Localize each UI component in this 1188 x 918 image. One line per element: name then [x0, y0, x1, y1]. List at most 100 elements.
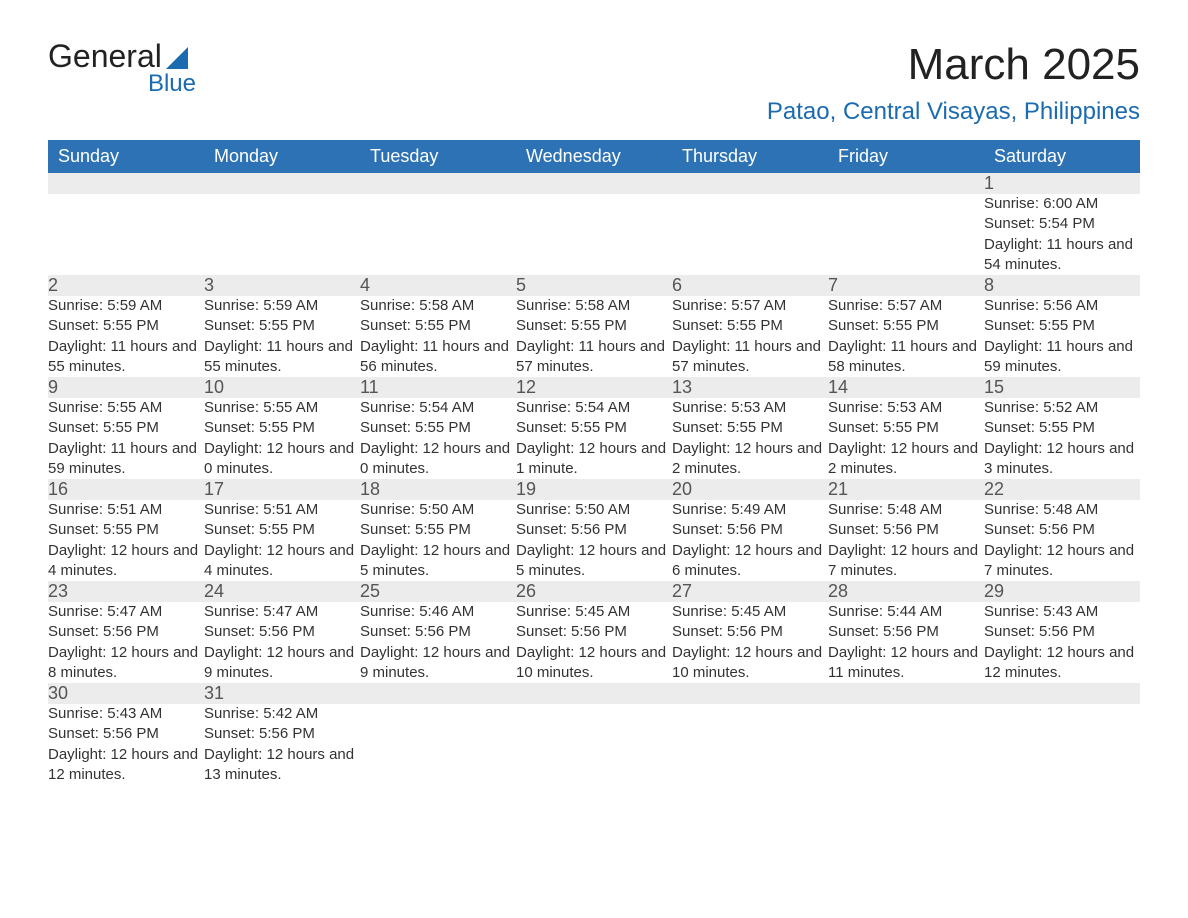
sunrise-text: Sunrise: 5:45 AM — [672, 602, 828, 622]
day-number-cell — [204, 173, 360, 194]
week-detail-row: Sunrise: 5:47 AMSunset: 5:56 PMDaylight:… — [48, 602, 1140, 683]
sunrise-text: Sunrise: 5:58 AM — [516, 296, 672, 316]
day-header: Thursday — [672, 140, 828, 173]
daylight-text: Daylight: 12 hours and 7 minutes. — [984, 541, 1140, 582]
day-number-cell: 10 — [204, 377, 360, 398]
week-daynum-row: 16171819202122 — [48, 479, 1140, 500]
sunset-text: Sunset: 5:56 PM — [672, 622, 828, 642]
sunrise-text: Sunrise: 5:59 AM — [48, 296, 204, 316]
sunrise-text: Sunrise: 5:57 AM — [672, 296, 828, 316]
brand-logo: General Blue — [48, 40, 196, 96]
day-detail-cell: Sunrise: 5:58 AMSunset: 5:55 PMDaylight:… — [516, 296, 672, 377]
sunrise-text: Sunrise: 5:44 AM — [828, 602, 984, 622]
sunset-text: Sunset: 5:56 PM — [984, 520, 1140, 540]
day-detail-cell — [48, 194, 204, 275]
sunset-text: Sunset: 5:55 PM — [516, 418, 672, 438]
day-header: Tuesday — [360, 140, 516, 173]
daylight-text: Daylight: 12 hours and 3 minutes. — [984, 439, 1140, 480]
daylight-text: Daylight: 11 hours and 59 minutes. — [48, 439, 204, 480]
day-number-cell: 14 — [828, 377, 984, 398]
day-number-cell: 2 — [48, 275, 204, 296]
day-detail-cell: Sunrise: 5:45 AMSunset: 5:56 PMDaylight:… — [516, 602, 672, 683]
daylight-text: Daylight: 12 hours and 8 minutes. — [48, 643, 204, 684]
day-detail-cell — [516, 194, 672, 275]
sunset-text: Sunset: 5:55 PM — [360, 316, 516, 336]
day-number-cell: 13 — [672, 377, 828, 398]
daylight-text: Daylight: 12 hours and 6 minutes. — [672, 541, 828, 582]
week-daynum-row: 3031 — [48, 683, 1140, 704]
sunrise-text: Sunrise: 5:55 AM — [48, 398, 204, 418]
sunrise-text: Sunrise: 5:42 AM — [204, 704, 360, 724]
day-number-cell — [984, 683, 1140, 704]
sunset-text: Sunset: 5:56 PM — [48, 724, 204, 744]
daylight-text: Daylight: 12 hours and 10 minutes. — [516, 643, 672, 684]
day-number-cell: 22 — [984, 479, 1140, 500]
sunset-text: Sunset: 5:56 PM — [516, 622, 672, 642]
sunset-text: Sunset: 5:55 PM — [48, 316, 204, 336]
sunrise-text: Sunrise: 5:53 AM — [828, 398, 984, 418]
sunrise-text: Sunrise: 5:52 AM — [984, 398, 1140, 418]
location-subtitle: Patao, Central Visayas, Philippines — [767, 98, 1140, 126]
sunrise-text: Sunrise: 5:50 AM — [516, 500, 672, 520]
daylight-text: Daylight: 12 hours and 12 minutes. — [984, 643, 1140, 684]
day-number-cell: 26 — [516, 581, 672, 602]
daylight-text: Daylight: 12 hours and 7 minutes. — [828, 541, 984, 582]
day-detail-cell: Sunrise: 5:50 AMSunset: 5:56 PMDaylight:… — [516, 500, 672, 581]
day-detail-cell — [828, 704, 984, 785]
day-header: Monday — [204, 140, 360, 173]
day-detail-cell: Sunrise: 5:53 AMSunset: 5:55 PMDaylight:… — [672, 398, 828, 479]
sunset-text: Sunset: 5:56 PM — [516, 520, 672, 540]
daylight-text: Daylight: 12 hours and 12 minutes. — [48, 745, 204, 786]
sunset-text: Sunset: 5:55 PM — [48, 418, 204, 438]
sunrise-text: Sunrise: 5:46 AM — [360, 602, 516, 622]
day-number-cell: 27 — [672, 581, 828, 602]
sunset-text: Sunset: 5:54 PM — [984, 214, 1140, 234]
day-number-cell: 24 — [204, 581, 360, 602]
day-number-cell: 4 — [360, 275, 516, 296]
daylight-text: Daylight: 11 hours and 59 minutes. — [984, 337, 1140, 378]
day-detail-cell: Sunrise: 5:56 AMSunset: 5:55 PMDaylight:… — [984, 296, 1140, 377]
page-title: March 2025 — [767, 40, 1140, 90]
day-number-cell — [360, 173, 516, 194]
daylight-text: Daylight: 12 hours and 0 minutes. — [360, 439, 516, 480]
day-detail-cell — [360, 194, 516, 275]
sunset-text: Sunset: 5:55 PM — [360, 418, 516, 438]
day-detail-cell: Sunrise: 5:58 AMSunset: 5:55 PMDaylight:… — [360, 296, 516, 377]
day-detail-cell: Sunrise: 5:57 AMSunset: 5:55 PMDaylight:… — [672, 296, 828, 377]
sunset-text: Sunset: 5:55 PM — [48, 520, 204, 540]
sunrise-text: Sunrise: 6:00 AM — [984, 194, 1140, 214]
day-number-cell: 15 — [984, 377, 1140, 398]
daylight-text: Daylight: 12 hours and 2 minutes. — [672, 439, 828, 480]
week-detail-row: Sunrise: 5:43 AMSunset: 5:56 PMDaylight:… — [48, 704, 1140, 785]
sunset-text: Sunset: 5:55 PM — [360, 520, 516, 540]
sunrise-text: Sunrise: 5:43 AM — [48, 704, 204, 724]
week-detail-row: Sunrise: 5:59 AMSunset: 5:55 PMDaylight:… — [48, 296, 1140, 377]
day-detail-cell — [828, 194, 984, 275]
day-detail-cell: Sunrise: 5:52 AMSunset: 5:55 PMDaylight:… — [984, 398, 1140, 479]
day-header: Wednesday — [516, 140, 672, 173]
sunset-text: Sunset: 5:55 PM — [984, 316, 1140, 336]
day-number-cell: 28 — [828, 581, 984, 602]
day-detail-cell: Sunrise: 5:43 AMSunset: 5:56 PMDaylight:… — [984, 602, 1140, 683]
daylight-text: Daylight: 11 hours and 55 minutes. — [48, 337, 204, 378]
day-header: Sunday — [48, 140, 204, 173]
sunrise-text: Sunrise: 5:58 AM — [360, 296, 516, 316]
day-detail-cell: Sunrise: 5:44 AMSunset: 5:56 PMDaylight:… — [828, 602, 984, 683]
sunrise-text: Sunrise: 5:49 AM — [672, 500, 828, 520]
sunrise-text: Sunrise: 5:53 AM — [672, 398, 828, 418]
sunrise-text: Sunrise: 5:59 AM — [204, 296, 360, 316]
day-detail-cell: Sunrise: 5:47 AMSunset: 5:56 PMDaylight:… — [204, 602, 360, 683]
day-detail-cell: Sunrise: 5:54 AMSunset: 5:55 PMDaylight:… — [360, 398, 516, 479]
daylight-text: Daylight: 12 hours and 9 minutes. — [204, 643, 360, 684]
daylight-text: Daylight: 12 hours and 1 minute. — [516, 439, 672, 480]
daylight-text: Daylight: 12 hours and 13 minutes. — [204, 745, 360, 786]
day-number-cell: 6 — [672, 275, 828, 296]
day-number-cell: 17 — [204, 479, 360, 500]
sunset-text: Sunset: 5:55 PM — [204, 520, 360, 540]
sunrise-text: Sunrise: 5:54 AM — [516, 398, 672, 418]
day-number-cell: 31 — [204, 683, 360, 704]
daylight-text: Daylight: 11 hours and 57 minutes. — [516, 337, 672, 378]
day-number-cell: 19 — [516, 479, 672, 500]
day-number-cell: 5 — [516, 275, 672, 296]
daylight-text: Daylight: 12 hours and 5 minutes. — [516, 541, 672, 582]
